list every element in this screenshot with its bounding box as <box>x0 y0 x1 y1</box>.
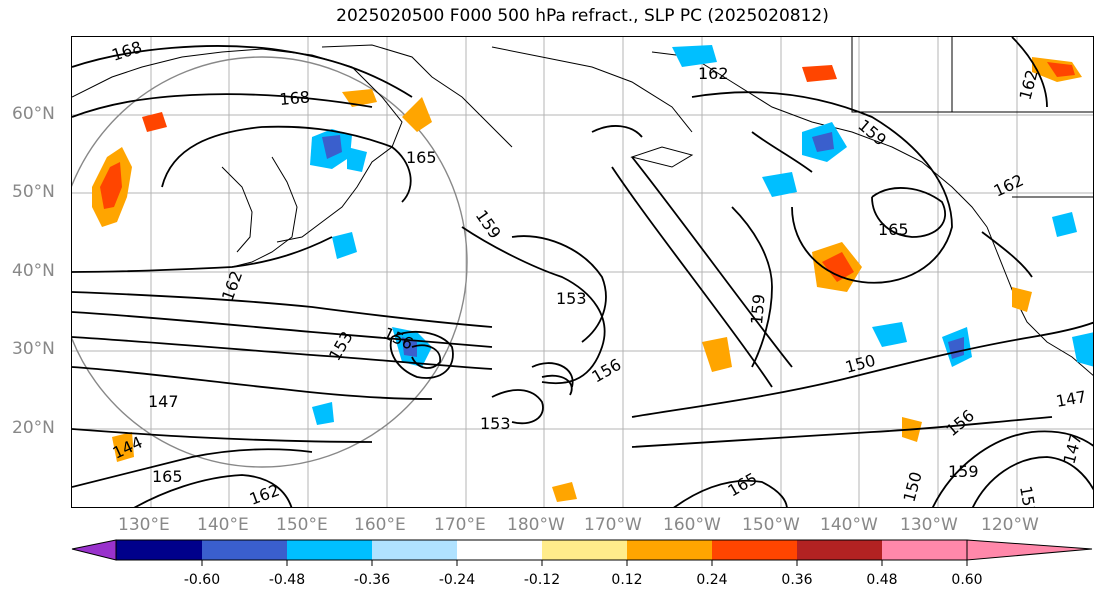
contour-label: 162 <box>218 268 246 303</box>
graticule <box>72 37 1093 507</box>
colorbar-tick: -0.36 <box>353 572 391 588</box>
lat-label-50: 50°N <box>12 182 55 202</box>
contour-label: 162 <box>698 64 729 83</box>
lon-label-140e: 140°E <box>197 515 249 535</box>
colorbar-bin <box>372 540 457 560</box>
contour-label: 147 <box>1054 387 1087 411</box>
colorbar-tick: 0.60 <box>951 572 983 588</box>
contour-label: 165 <box>725 469 761 501</box>
contour-label: 168 <box>279 87 311 109</box>
colorbar-bin <box>116 540 202 560</box>
coastlines <box>72 37 1093 376</box>
contour-label: 153 <box>556 289 587 308</box>
lon-label-180w: 180°W <box>507 515 565 535</box>
map-title: 2025020500 F000 500 hPa refract., SLP PC… <box>336 6 829 26</box>
slp-contours <box>72 37 1093 507</box>
lon-label-160e: 160°E <box>354 515 406 535</box>
lon-label-130e: 130°E <box>118 515 170 535</box>
map-canvas: 168 168 165 162 162 162 159 165 159 153 … <box>72 37 1093 508</box>
lat-label-30: 30°N <box>12 339 55 359</box>
lon-label-140w: 140°W <box>820 515 878 535</box>
contour-label: 165 <box>152 467 183 486</box>
contour-label: 162 <box>1016 68 1042 102</box>
colorbar-tick: -0.24 <box>438 572 476 588</box>
lon-label-150e: 150°E <box>276 515 328 535</box>
colorbar-bin <box>797 540 882 560</box>
colorbar-max-arrow <box>966 539 1093 561</box>
contour-label: 150 <box>900 470 926 504</box>
lon-label-130w: 130°W <box>900 515 958 535</box>
contour-label: 150 <box>843 351 877 377</box>
colorbar <box>71 539 1093 566</box>
contour-label: 156 <box>589 355 625 387</box>
lon-label-170w: 170°W <box>584 515 642 535</box>
contour-label: 159 <box>747 293 769 325</box>
colorbar-bin <box>627 540 712 560</box>
colorbar-min-arrow <box>71 539 117 561</box>
colorbar-tick: 0.12 <box>611 572 643 588</box>
lon-label-150w: 150°W <box>742 515 800 535</box>
contour-label: 153 <box>480 414 511 433</box>
contour-label: 165 <box>406 148 437 167</box>
colorbar-tick: 0.48 <box>866 572 898 588</box>
range-circle <box>72 56 468 468</box>
contour-label: 162 <box>991 170 1027 200</box>
lon-label-170e: 170°E <box>434 515 486 535</box>
lon-label-160w: 160°W <box>663 515 721 535</box>
map-panel: 168 168 165 162 162 162 159 165 159 153 … <box>71 36 1094 508</box>
anomaly-fill <box>92 45 1093 502</box>
colorbar-tick: -0.48 <box>268 572 306 588</box>
lat-label-40: 40°N <box>12 261 55 281</box>
colorbar-bin <box>202 540 287 560</box>
lat-label-20: 20°N <box>12 418 55 438</box>
colorbar-tick: -0.12 <box>523 572 561 588</box>
colorbar-bin <box>457 540 542 560</box>
lat-label-60: 60°N <box>12 104 55 124</box>
contour-label: 159 <box>948 462 979 481</box>
colorbar-bin <box>882 540 967 560</box>
contour-label: 162 <box>247 480 282 508</box>
contour-label: 147 <box>148 392 179 411</box>
colorbar-tick: 0.24 <box>696 572 728 588</box>
contour-label: 147 <box>1060 432 1086 466</box>
colorbar-bin <box>287 540 372 560</box>
contour-label: 156 <box>942 406 978 440</box>
contour-label: 168 <box>109 37 144 65</box>
contour-label: 153 <box>1016 484 1040 508</box>
contour-label: 165 <box>878 220 909 239</box>
colorbar-bin <box>712 540 797 560</box>
colorbar-tick: 0.36 <box>781 572 813 588</box>
lon-label-120w: 120°W <box>981 515 1039 535</box>
colorbar-tick: -0.60 <box>183 572 221 588</box>
colorbar-bin <box>542 540 627 560</box>
